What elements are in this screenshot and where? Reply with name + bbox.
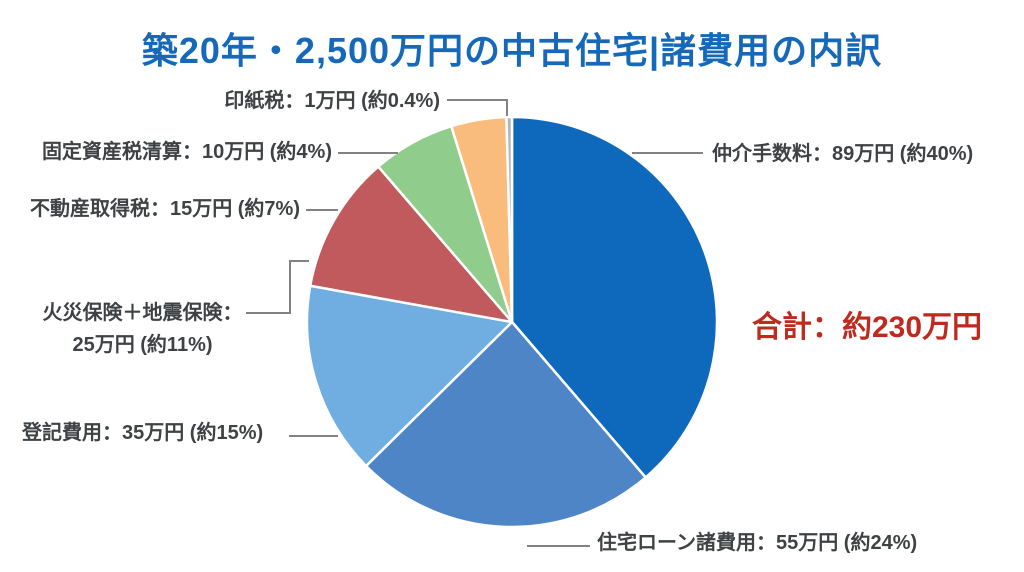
pie-slice-brokerage-fee xyxy=(510,115,719,479)
total-label: 合計：約230万円 xyxy=(752,311,983,344)
callout-label-acquisition-tax: 不動産取得税：15万円 (約7%) xyxy=(29,198,300,220)
callout-label-registration-fee: 登記費用：35万円 (約15%) xyxy=(22,422,264,444)
callout-label-property-tax-settlement: 固定資産税清算：10万円 (約4%) xyxy=(41,141,332,163)
pie-slice-stamp-tax xyxy=(505,115,514,324)
leader-line-fire-earthquake-insurance xyxy=(246,260,309,314)
callout-label-fire-earthquake-insurance: 火災保険＋地震保険： 25万円 (約11%) xyxy=(35,297,250,361)
callout-label-loan-costs: 住宅ローン諸費用：55万円 (約24%) xyxy=(597,532,918,554)
callout-label-brokerage-fee: 仲介手数料：89万円 (約40%) xyxy=(712,143,974,165)
chart-title: 築20年・2,500万円の中古住宅|諸費用の内訳 xyxy=(141,30,883,71)
callout-label-fire-line2: 25万円 (約11%) xyxy=(72,334,213,356)
pie-slice-loan-costs xyxy=(364,320,647,529)
callout-label-stamp-tax: 印紙税：1万円 (約0.4%) xyxy=(224,90,440,112)
callout-label-fire-line1: 火災保険＋地震保険： xyxy=(42,302,243,324)
pie-slice-fire-earthquake-insurance xyxy=(308,165,514,324)
leader-line-stamp-tax xyxy=(447,99,508,116)
pie-slice-registration-fee xyxy=(305,284,514,468)
